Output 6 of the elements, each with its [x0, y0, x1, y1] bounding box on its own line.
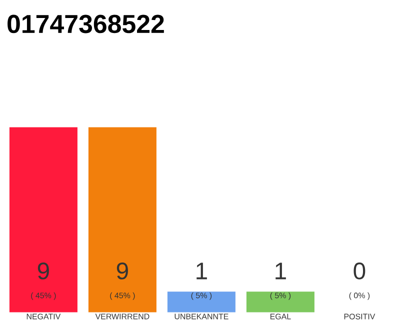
data-label: 1 — [276, 262, 286, 280]
chart-title: 01747368522 — [8, 14, 164, 34]
data-label: 1 — [196, 262, 207, 280]
data-label: 0 — [354, 262, 366, 280]
data-label: 9 — [38, 262, 49, 280]
data-label: 9 — [116, 262, 128, 280]
